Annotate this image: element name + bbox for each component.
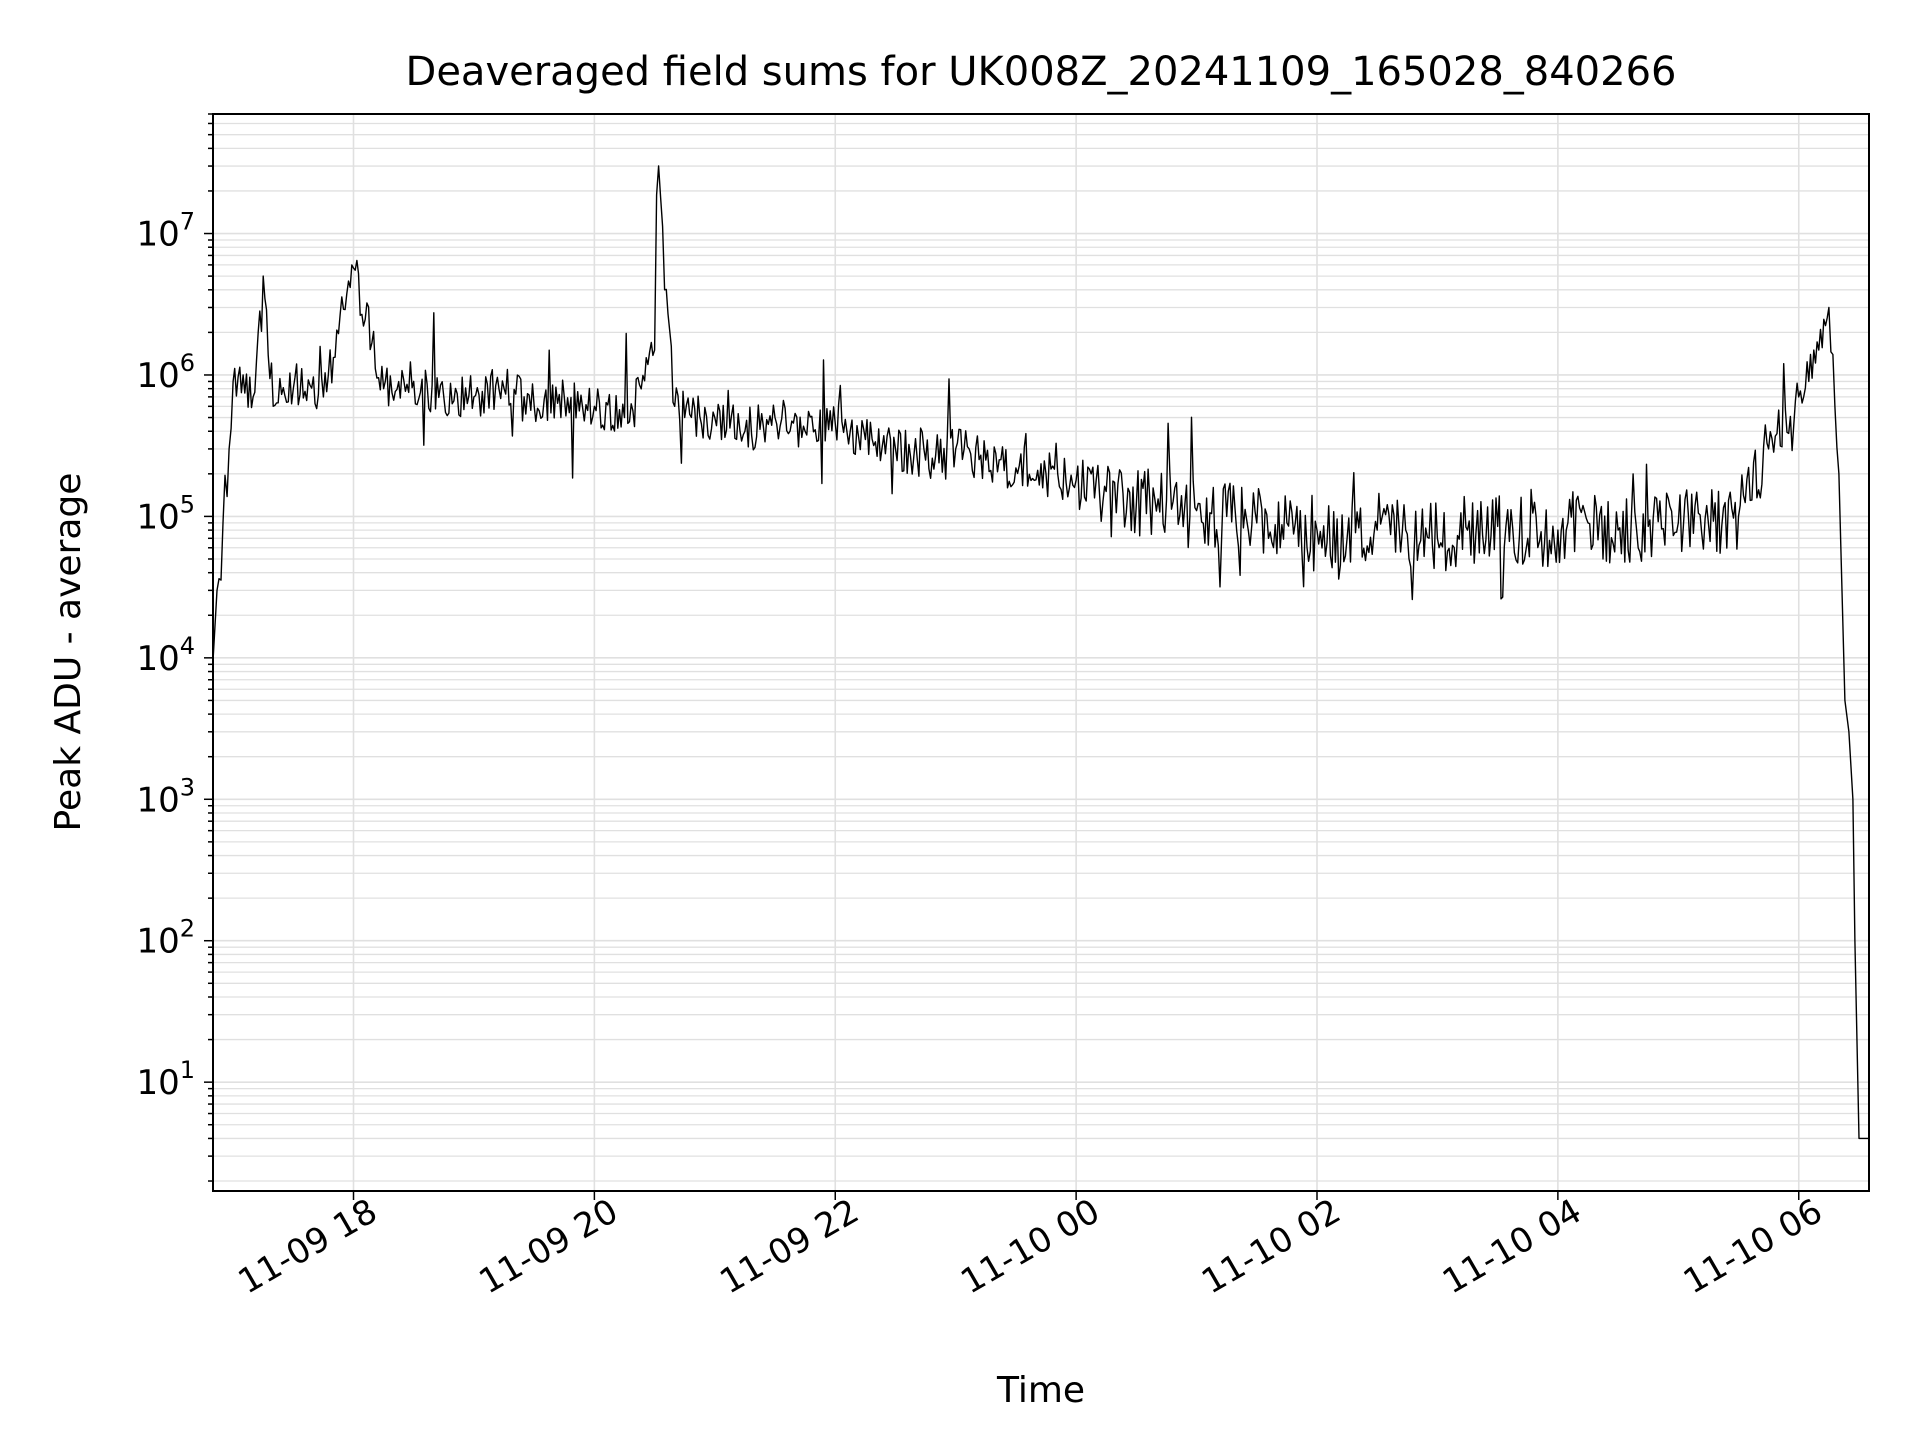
y-tick-base: 10 bbox=[136, 356, 179, 396]
y-tick-exponent: 1 bbox=[180, 1056, 195, 1084]
y-tick-base: 10 bbox=[136, 922, 179, 962]
y-axis-label: Peak ADU - average bbox=[48, 473, 89, 832]
y-tick-label: 101 bbox=[136, 1056, 195, 1103]
y-tick-exponent: 2 bbox=[180, 915, 195, 943]
y-tick-label: 104 bbox=[136, 632, 195, 679]
y-tick-base: 10 bbox=[136, 639, 179, 679]
y-tick-exponent: 4 bbox=[180, 632, 195, 660]
y-tick-label: 103 bbox=[136, 773, 195, 820]
y-tick-base: 10 bbox=[136, 215, 179, 255]
y-tick-base: 10 bbox=[136, 780, 179, 820]
y-tick-label: 106 bbox=[136, 349, 195, 396]
data-layer bbox=[212, 165, 1869, 1140]
series-line bbox=[212, 165, 1869, 1140]
grid bbox=[213, 113, 1869, 1191]
y-tick-label: 105 bbox=[136, 490, 195, 537]
plot-frame bbox=[212, 113, 1870, 1192]
y-tick-exponent: 7 bbox=[180, 208, 195, 236]
y-tick-label: 107 bbox=[136, 208, 195, 255]
y-tick-exponent: 5 bbox=[180, 490, 195, 518]
y-tick-label: 102 bbox=[136, 915, 195, 962]
x-axis-label: Time bbox=[996, 1370, 1085, 1411]
chart-title: Deaveraged field sums for UK008Z_2024110… bbox=[406, 49, 1677, 95]
y-tick-base: 10 bbox=[136, 1063, 179, 1103]
y-tick-exponent: 3 bbox=[180, 773, 195, 801]
y-tick-base: 10 bbox=[136, 497, 179, 537]
y-tick-exponent: 6 bbox=[180, 349, 195, 377]
